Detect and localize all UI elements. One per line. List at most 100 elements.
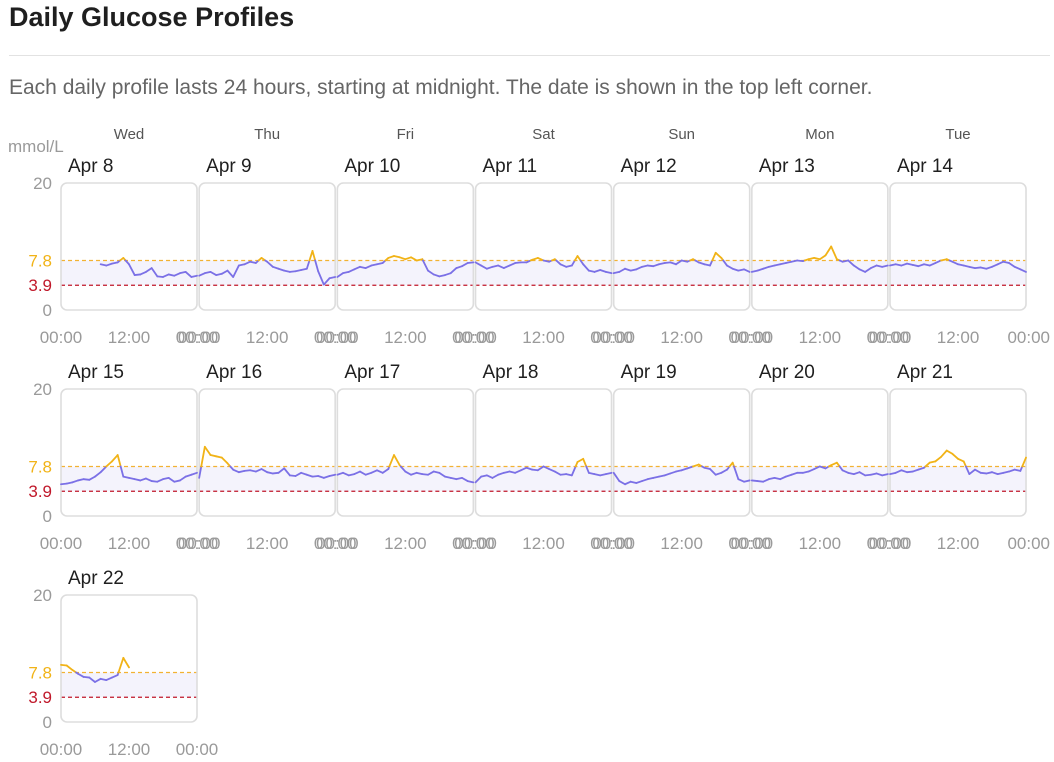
- glucose-line-segment: [455, 265, 463, 269]
- day-panel-frame: [60, 182, 198, 311]
- x-tick-label: 00:00: [452, 534, 495, 553]
- glucose-line-segment: [162, 273, 170, 278]
- weekday-label: Thu: [254, 126, 280, 143]
- glucose-line-segment: [985, 471, 993, 475]
- x-tick-label: 00:00: [40, 534, 83, 553]
- glucose-line-segment: [60, 663, 68, 667]
- glucose-line-segment: [525, 466, 534, 471]
- glucose-line-segment: [570, 465, 577, 477]
- day-panel-frame: [751, 388, 889, 517]
- glucose-line-segment: [364, 264, 373, 269]
- y-tick-label: 0: [43, 507, 52, 526]
- x-tick-label: 00:00: [316, 534, 359, 553]
- glucose-line-segment: [404, 470, 412, 476]
- glucose-line-segment: [779, 475, 787, 481]
- glucose-line-segment: [881, 473, 889, 477]
- x-tick-label: 12:00: [522, 534, 565, 553]
- glucose-line-segment: [542, 259, 551, 263]
- glucose-line-segment: [852, 264, 861, 271]
- glucose-line-segment: [722, 259, 728, 267]
- glucose-line-segment: [750, 479, 759, 482]
- glucose-line-segment: [680, 467, 689, 472]
- glucose-line-segment: [466, 261, 475, 264]
- y-tick-label: 20: [33, 380, 52, 399]
- glucose-line-segment: [209, 270, 218, 276]
- x-tick-label: 00:00: [869, 328, 912, 347]
- glucose-line-segment: [951, 260, 959, 266]
- day-date-label: Apr 13: [759, 156, 815, 177]
- glucose-line-segment: [1008, 262, 1016, 268]
- glucose-line-segment: [957, 263, 965, 267]
- target-range-band: [751, 260, 888, 286]
- glucose-line-segment: [167, 476, 176, 483]
- x-tick-label: 00:00: [1007, 328, 1050, 347]
- glucose-line-segment: [652, 475, 660, 479]
- glucose-line-segment: [587, 269, 596, 273]
- glucose-line-segment: [646, 264, 655, 268]
- x-tick-label: 00:00: [314, 328, 357, 347]
- glucose-line-segment: [779, 262, 787, 266]
- glucose-line-segment: [894, 469, 903, 474]
- glucose-line-segment: [559, 473, 568, 476]
- glucose-line-segment: [502, 470, 511, 474]
- glucose-line-segment: [585, 465, 590, 474]
- glucose-line-segment: [288, 270, 297, 273]
- x-tick-label: 00:00: [176, 328, 219, 347]
- glucose-line-segment: [455, 476, 463, 481]
- glucose-line-segment: [480, 474, 488, 478]
- glucose-line-segment: [399, 465, 407, 473]
- glucose-line-segment: [99, 263, 108, 267]
- y-tick-label: 20: [33, 174, 52, 193]
- glucose-line-segment: [105, 676, 113, 681]
- x-tick-label: 00:00: [40, 740, 83, 759]
- glucose-line-segment: [353, 265, 361, 271]
- glucose-line-segment: [1021, 456, 1027, 468]
- glucose-line-segment: [928, 460, 937, 464]
- day-panel-frame: [198, 182, 336, 311]
- glucose-line-segment: [179, 270, 187, 275]
- glucose-line-segment: [940, 258, 948, 262]
- glucose-line-segment: [184, 473, 193, 478]
- x-tick-label: 00:00: [176, 740, 219, 759]
- glucose-line-segment: [162, 476, 170, 481]
- glucose-line-segment: [900, 469, 908, 474]
- x-tick-label: 00:00: [728, 328, 771, 347]
- glucose-line-segment: [858, 471, 867, 477]
- glucose-line-segment: [641, 478, 649, 482]
- glucose-line-segment: [762, 478, 770, 483]
- glucose-line-segment: [317, 475, 325, 479]
- glucose-line-segment: [965, 465, 971, 475]
- glucose-line-segment: [968, 265, 976, 269]
- glucose-line-segment: [387, 255, 395, 259]
- y-tick-label: 7.8: [28, 251, 52, 270]
- glucose-line-segment: [709, 259, 714, 267]
- glucose-line-segment: [996, 260, 1005, 266]
- day-panel-frame: [60, 388, 198, 517]
- x-tick-label: 12:00: [108, 328, 151, 347]
- glucose-line-segment: [105, 460, 113, 468]
- weekday-label: Mon: [805, 126, 834, 143]
- glucose-line-segment: [1019, 268, 1027, 273]
- glucose-line-segment: [531, 257, 539, 261]
- target-range-band: [199, 260, 336, 286]
- glucose-line-segment: [599, 269, 607, 273]
- glucose-line-segment: [410, 256, 418, 262]
- glucose-line-segment: [593, 269, 602, 273]
- x-tick-label: 12:00: [108, 534, 151, 553]
- glucose-line-segment: [300, 471, 308, 476]
- glucose-line-segment: [790, 471, 799, 476]
- glucose-line-segment: [294, 471, 303, 477]
- glucose-line-segment: [864, 267, 872, 273]
- glucose-line-segment: [190, 471, 198, 476]
- glucose-line-segment: [737, 478, 745, 483]
- y-tick-label: 7.8: [28, 663, 52, 682]
- glucose-line-segment: [474, 261, 483, 267]
- glucose-line-segment: [807, 257, 816, 261]
- glucose-line-segment: [985, 265, 993, 270]
- glucose-line-segment: [957, 457, 965, 463]
- glucose-line-segment: [801, 470, 810, 474]
- glucose-line-segment: [900, 262, 908, 267]
- glucose-line-segment: [612, 270, 621, 275]
- glucose-line-segment: [790, 259, 799, 263]
- glucose-line-segment: [88, 676, 96, 683]
